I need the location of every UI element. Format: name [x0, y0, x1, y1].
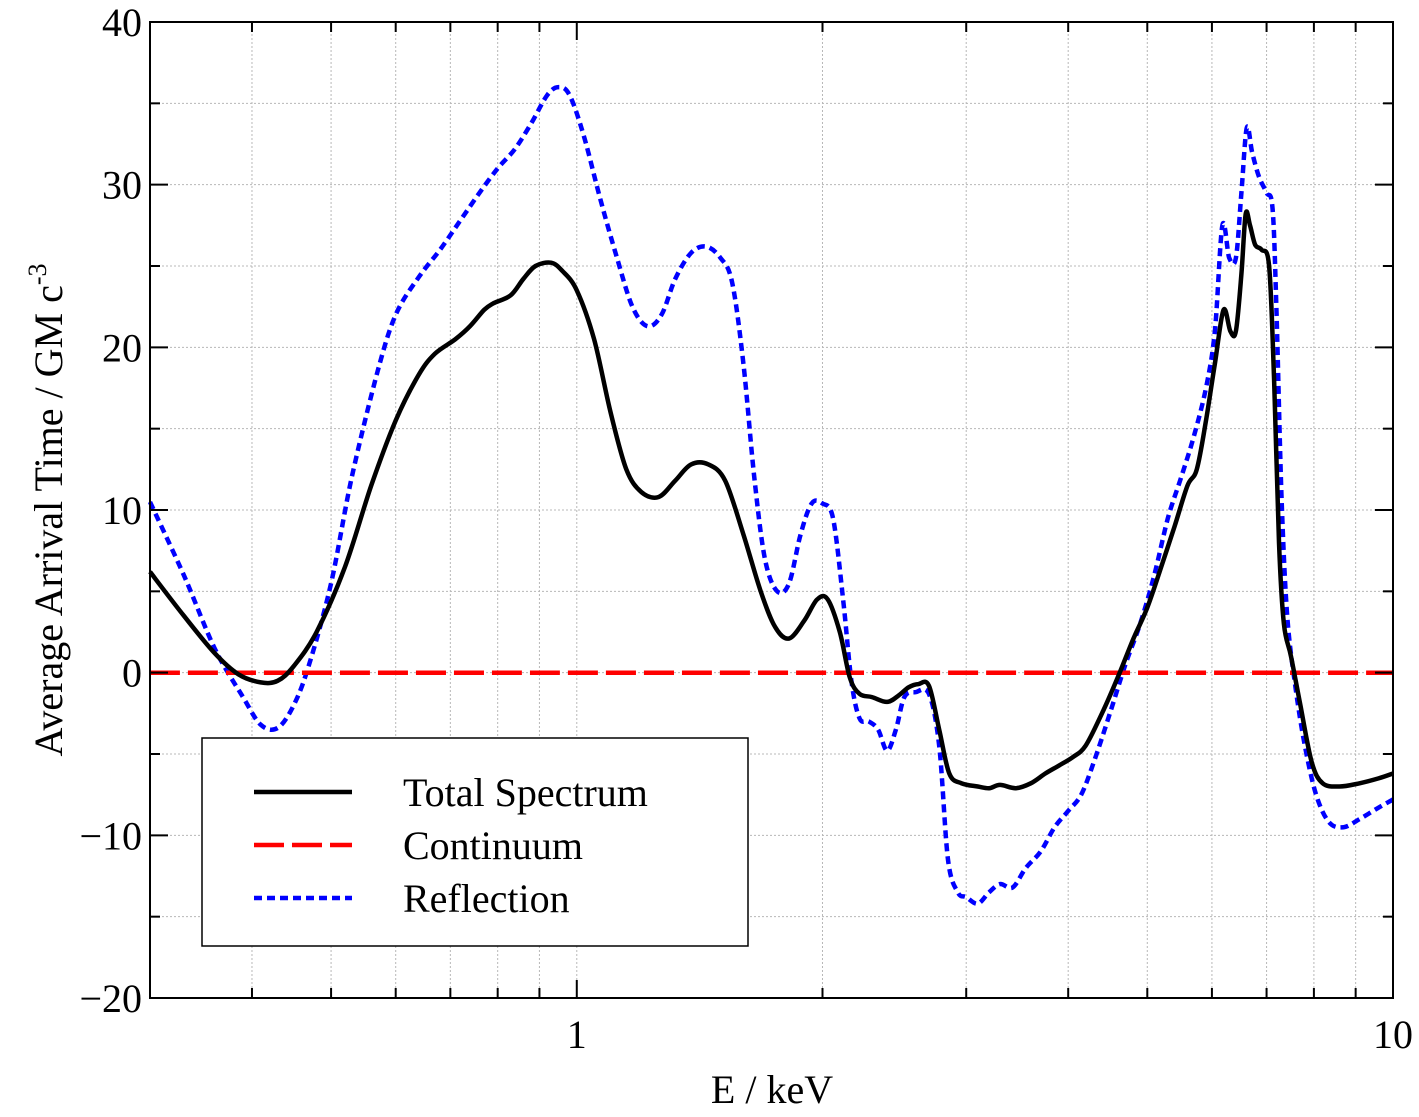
legend-label: Reflection [403, 876, 570, 921]
legend-label: Total Spectrum [403, 770, 648, 815]
y-tick-label: 30 [102, 163, 142, 208]
y-tick-label: 10 [102, 488, 142, 533]
ticks: 1 10 −20 −10 0 10 20 30 40 [79, 0, 1413, 1057]
series-layer [147, 84, 1395, 906]
y-tick-label: −20 [79, 976, 142, 1021]
y-tick-label: 40 [102, 0, 142, 45]
y-tick-label: 20 [102, 325, 142, 370]
series-line-total-spectrum [148, 209, 1394, 791]
x-tick-label: 10 [1373, 1012, 1413, 1057]
legend-label: Continuum [403, 823, 583, 868]
y-axis-label-superscript: -3 [23, 263, 52, 285]
series-line-reflection [147, 84, 1395, 906]
legend-box [201, 737, 749, 947]
x-axis-label: E / keV [711, 1067, 833, 1112]
x-tick-label: 1 [567, 1012, 587, 1057]
y-tick-label: 0 [122, 651, 142, 696]
y-axis-label: Average Arrival Time / GM c-3 [23, 263, 71, 756]
legend: Total Spectrum Continuum Reflection [201, 737, 749, 947]
y-tick-label: −10 [79, 813, 142, 858]
y-axis-label-text: Average Arrival Time / GM c [26, 285, 71, 756]
